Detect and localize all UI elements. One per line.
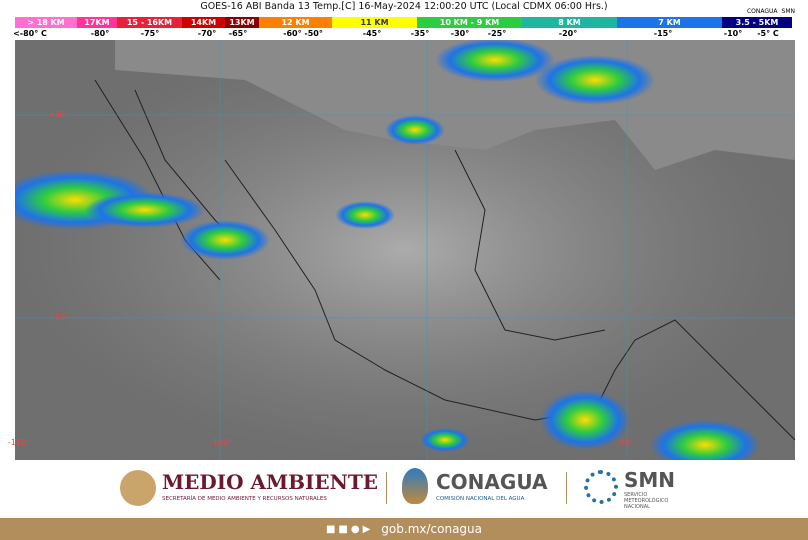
temp-label: -10° (723, 29, 743, 38)
height-segment: > 18 KM (15, 17, 77, 28)
height-segment: 15 - 16KM (117, 17, 182, 28)
lon-label: -110° (8, 438, 31, 447)
social-icons: ■■●▶ (325, 523, 374, 535)
height-segment: 11 KM (332, 17, 417, 28)
height-segment: 8 KM (522, 17, 617, 28)
height-segment: 13KM (225, 17, 259, 28)
semarnat-name: MEDIO AMBIENTE (162, 470, 379, 494)
height-segment: 7 KM (617, 17, 722, 28)
temp-label: -5° C (757, 29, 779, 38)
temp-label: -65° (228, 29, 248, 38)
lat-label: +30° (48, 110, 69, 119)
temp-label: -80° (90, 29, 110, 38)
smn-emblem (584, 470, 618, 504)
smn-name: SMN (624, 468, 676, 492)
conagua-sub: COMISIÓN NACIONAL DEL AGUA (436, 496, 525, 502)
logo-smn-small: SMN (781, 7, 795, 15)
temp-labels: <-80° C -80° -75° -70° -65° -60° -50° -45° -35°… (13, 29, 795, 39)
logo-conagua-small: CONAGUA (746, 7, 778, 15)
temp-label: -25° (487, 29, 507, 38)
height-segment: 10 KM - 9 KM (417, 17, 522, 28)
height-segment: 3.5 - 5KM (722, 17, 792, 28)
footer-url[interactable]: gob.mx/conagua (381, 522, 482, 536)
temp-label: -75° (140, 29, 160, 38)
top-logos: CONAGUA SMN (715, 4, 795, 18)
semarnat-sub: SECRETARÍA DE MEDIO AMBIENTE Y RECURSOS … (162, 496, 327, 502)
temp-label: -35° (410, 29, 430, 38)
title: GOES-16 ABI Banda 13 Temp.[C] 16-May-202… (200, 1, 608, 12)
conagua-emblem (402, 468, 428, 504)
temp-label: -15° (653, 29, 673, 38)
footer-bar: ■■●▶ gob.mx/conagua (0, 518, 808, 540)
height-segment: 17KM (77, 17, 117, 28)
smn-sub: SERVICIO METEOROLÓGICO NACIONAL (624, 492, 669, 510)
height-colorbar: > 18 KM 17KM 15 - 16KM 14KM 13KM 12 KM 11 KM 10… (15, 17, 792, 28)
temp-label: -60° -50° (283, 29, 323, 38)
temp-label: -45° (362, 29, 382, 38)
temp-label: -70° (197, 29, 217, 38)
temp-label: -30° (450, 29, 470, 38)
divider (566, 472, 567, 504)
temp-label: -20° (558, 29, 578, 38)
conagua-name: CONAGUA (436, 470, 548, 494)
height-segment: 12 KM (259, 17, 332, 28)
footer: MEDIO AMBIENTE SECRETARÍA DE MEDIO AMBIE… (0, 460, 808, 518)
height-segment: 14KM (182, 17, 225, 28)
semarnat-emblem (120, 470, 156, 506)
divider (386, 472, 387, 504)
satellite-map (15, 40, 795, 460)
temp-label: <-80° C (13, 29, 47, 38)
lat-label: +20° (48, 313, 69, 322)
colorbar-end (725, 17, 795, 28)
lon-label: -100° (210, 438, 233, 447)
lon-label: -90° (617, 438, 635, 447)
